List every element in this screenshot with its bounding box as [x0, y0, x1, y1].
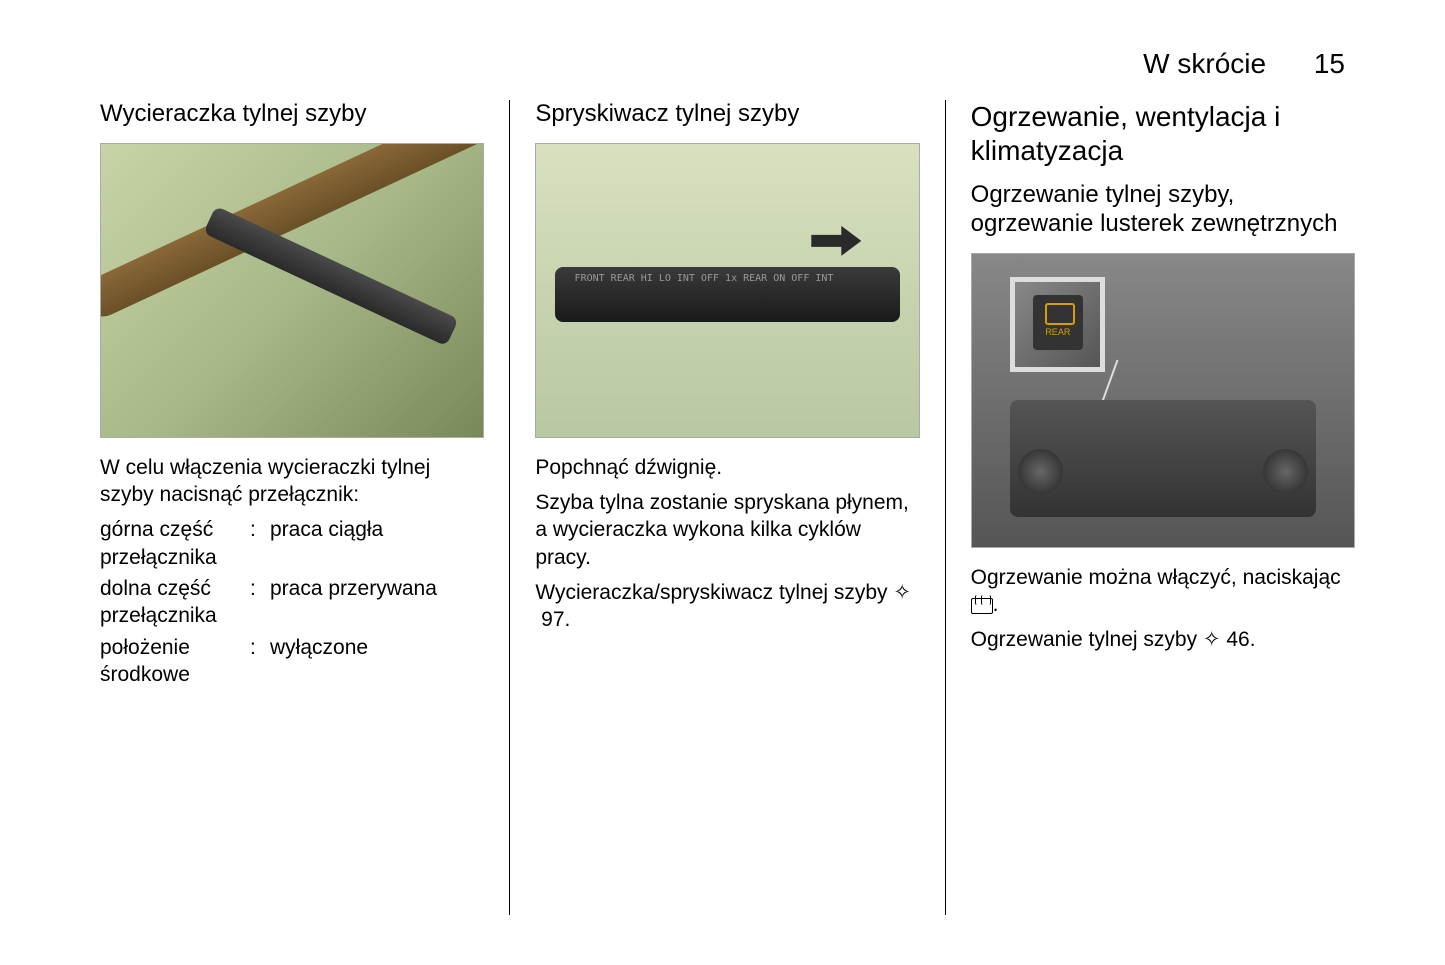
page-number: 15	[1314, 48, 1345, 80]
rear-defrost-button-icon: REAR	[1033, 295, 1083, 350]
colon: :	[250, 575, 270, 602]
desc: praca przerywana	[270, 575, 484, 602]
colon: :	[250, 516, 270, 543]
desc: wyłączone	[270, 634, 484, 661]
chapter-title: W skrócie	[1143, 48, 1266, 80]
heating-p1-prefix: Ogrzewanie można włączyć, naciskając	[971, 566, 1341, 589]
washer-ref: 97	[541, 608, 564, 631]
page-header: W skrócie 15	[1143, 48, 1345, 80]
washer-p1: Popchnąć dźwignię.	[535, 454, 919, 481]
knob-left-graphic	[1018, 449, 1063, 494]
term: dolna część przełącznika	[100, 575, 250, 630]
washer-p2: Szyba tylna zostanie spryskana płynem, a…	[535, 489, 919, 571]
column-heating: Ogrzewanie, wentylacja i klimatyzacja Og…	[946, 100, 1355, 915]
heating-p2: Ogrzewanie tylnej szyby ✧ 46.	[971, 626, 1355, 653]
washer-p3: Wycieraczka/spryskiwacz tylnej szyby ✧ 9…	[535, 579, 919, 634]
content-area: Wycieraczka tylnej szyby W celu włączeni…	[100, 100, 1355, 915]
list-row: położenie środkowe : wyłączone	[100, 634, 484, 689]
column-wiper: Wycieraczka tylnej szyby W celu włączeni…	[100, 100, 510, 915]
knob-right-graphic	[1263, 449, 1308, 494]
figure-washer-stalk: FRONT REAR HI LO INT OFF 1x REAR ON OFF …	[535, 143, 919, 438]
subtitle-washer: Spryskiwacz tylnej szyby	[535, 100, 919, 129]
subheading-heating: Ogrzewanie tylnej szyby, ogrzewanie lust…	[971, 181, 1355, 239]
list-row: górna część przełącznika : praca ciągła	[100, 516, 484, 571]
desc: praca ciągła	[270, 516, 484, 543]
list-row: dolna część przełącznika : praca przeryw…	[100, 575, 484, 630]
colon: :	[250, 634, 270, 661]
column-washer: Spryskiwacz tylnej szyby FRONT REAR HI L…	[510, 100, 945, 915]
heating-ref: 46	[1226, 628, 1249, 651]
figure-dashboard: REAR	[971, 253, 1355, 548]
rear-defrost-icon	[971, 598, 993, 614]
subtitle-wiper: Wycieraczka tylnej szyby	[100, 100, 484, 129]
stalk-labels: FRONT REAR HI LO INT OFF 1x REAR ON OFF …	[575, 273, 834, 284]
term: górna część przełącznika	[100, 516, 250, 571]
switch-positions-list: górna część przełącznika : praca ciągła …	[100, 516, 484, 688]
intro-text: W celu włączenia wycieraczki tylnej szyb…	[100, 454, 484, 509]
heating-p1: Ogrzewanie można włączyć, naciskając .	[971, 564, 1355, 619]
reference-arrow-icon: ✧	[893, 579, 911, 606]
heating-p2-prefix: Ogrzewanie tylnej szyby	[971, 628, 1203, 651]
term: położenie środkowe	[100, 634, 250, 689]
title-heating: Ogrzewanie, wentylacja i klimatyzacja	[971, 100, 1355, 167]
reference-arrow-icon: ✧	[1203, 626, 1221, 653]
figure-wiper-stalk	[100, 143, 484, 438]
washer-p3-prefix: Wycieraczka/spryskiwacz tylnej szyby	[535, 581, 893, 604]
